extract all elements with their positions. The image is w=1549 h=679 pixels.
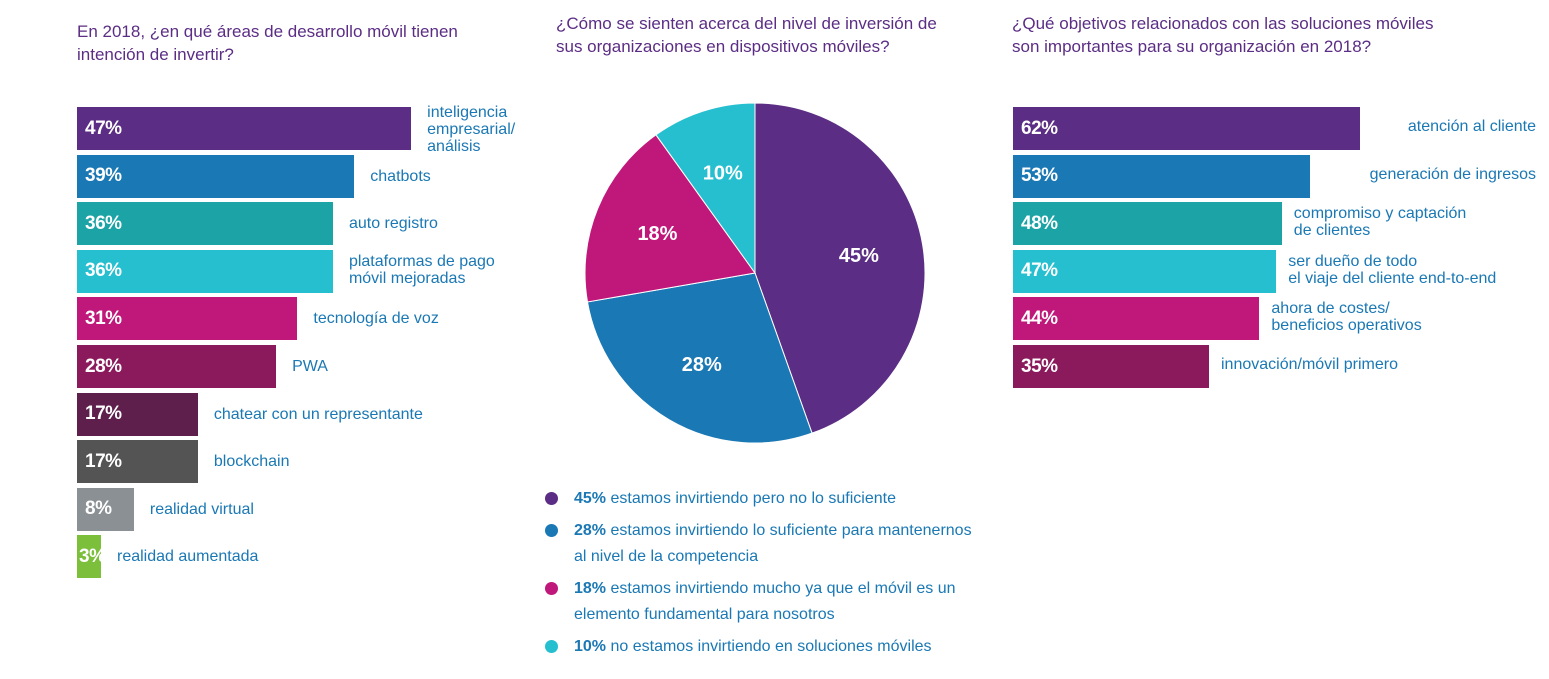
bar-value-label: 47% bbox=[1021, 260, 1058, 282]
left-bar-chart: 47% inteligencia empresarial/ análisis 39%… bbox=[0, 0, 540, 679]
bar: 36% bbox=[77, 249, 333, 293]
bar-value-label: 47% bbox=[85, 117, 122, 139]
bar-value-label: 17% bbox=[85, 450, 122, 472]
bar-category-label: ahora de costes/ beneficios operativos bbox=[1271, 300, 1422, 335]
pie-slice bbox=[586, 272, 813, 444]
bar-value-label: 31% bbox=[85, 307, 122, 329]
bar: 47% bbox=[77, 107, 412, 150]
bar-value-label: 53% bbox=[1021, 165, 1058, 187]
bar: 48% bbox=[1013, 202, 1282, 246]
bar: 47% bbox=[1013, 249, 1277, 293]
bar-category-label: innovación/móvil primero bbox=[1221, 356, 1398, 373]
bar-value-label: 28% bbox=[85, 355, 122, 377]
bar: 17% bbox=[77, 440, 198, 484]
bar: 3% bbox=[77, 535, 106, 579]
left-chart-title: En 2018, ¿en qué áreas de desarrollo móv… bbox=[77, 22, 458, 64]
pie-slice bbox=[655, 102, 756, 275]
legend-percent: 18% bbox=[574, 580, 607, 597]
legend-item: 10% no estamos invirtiendo en soluciones… bbox=[542, 634, 1042, 660]
bar-category-label: realidad virtual bbox=[149, 500, 254, 518]
legend-percent: 45% bbox=[574, 490, 607, 507]
pie-slice-label: 45% bbox=[839, 245, 879, 267]
legend-percent: 10% bbox=[574, 638, 607, 655]
bar-category-label: chatbots bbox=[370, 167, 431, 185]
bar-category-label: ser dueño de todo el viaje del cliente e… bbox=[1288, 252, 1497, 287]
pie-legend: 45% estamos invirtiendo pero no lo sufic… bbox=[542, 486, 1042, 666]
bar-category-label: auto registro bbox=[348, 215, 438, 233]
bar: 31% bbox=[77, 297, 298, 341]
bar-category-label: generación de ingresos bbox=[1369, 165, 1536, 183]
bar-value-label: 48% bbox=[1021, 212, 1058, 234]
legend-item: 18% estamos invirtiendo mucho ya que el … bbox=[542, 576, 1042, 628]
pie-slice-label: 18% bbox=[637, 223, 677, 245]
bar: 17% bbox=[77, 392, 198, 436]
bar-value-label: 8% bbox=[85, 498, 112, 520]
bar-category-label: tecnología de voz bbox=[313, 310, 439, 328]
bar-value-label: 39% bbox=[85, 165, 122, 187]
bar-value-label: 3% bbox=[79, 545, 106, 567]
legend-swatch bbox=[545, 640, 558, 653]
bar: 53% bbox=[1013, 154, 1310, 198]
legend-label: estamos invirtiendo mucho ya que el móvi… bbox=[574, 580, 956, 623]
legend-swatch bbox=[545, 492, 558, 505]
bar-category-label: PWA bbox=[292, 358, 328, 375]
bar-category-label: plataformas de pago móvil mejoradas bbox=[348, 252, 495, 287]
pie-slice bbox=[754, 102, 926, 434]
bar-category-label: inteligencia empresarial/ análisis bbox=[427, 104, 516, 155]
bar-value-label: 35% bbox=[1021, 355, 1058, 377]
legend-percent: 28% bbox=[574, 522, 607, 539]
legend-label: estamos invirtiendo lo suficiente para m… bbox=[574, 522, 972, 565]
right-chart-title: ¿Qué objetivos relacionados con las solu… bbox=[1012, 14, 1434, 56]
bar-value-label: 36% bbox=[85, 212, 122, 234]
bar: 8% bbox=[77, 487, 134, 531]
legend-swatch bbox=[545, 582, 558, 595]
bar-category-label: compromiso y captación de clientes bbox=[1293, 205, 1467, 240]
pie-slice-label: 10% bbox=[703, 163, 743, 185]
pie-slice bbox=[584, 134, 756, 303]
bar: 39% bbox=[77, 154, 355, 198]
bar-value-label: 44% bbox=[1021, 307, 1058, 329]
bar-category-label: atención al cliente bbox=[1407, 118, 1536, 135]
bar-category-label: realidad aumentada bbox=[117, 548, 259, 566]
bar: 44% bbox=[1013, 297, 1260, 341]
bar: 62% bbox=[1013, 107, 1361, 150]
legend-item: 28% estamos invirtiendo lo suficiente pa… bbox=[542, 518, 1042, 570]
legend-label: no estamos invirtiendo en soluciones móv… bbox=[606, 638, 932, 655]
bar-category-label: chatear con un representante bbox=[213, 405, 423, 423]
bar-value-label: 17% bbox=[85, 403, 122, 425]
pie-slice-label: 28% bbox=[682, 354, 722, 376]
bar: 35% bbox=[1013, 345, 1209, 388]
bar-category-label: blockchain bbox=[213, 453, 290, 471]
bar: 36% bbox=[77, 202, 333, 246]
legend-label: estamos invirtiendo pero no lo suficient… bbox=[606, 490, 896, 507]
bar-value-label: 36% bbox=[85, 260, 122, 282]
bar: 28% bbox=[77, 345, 277, 388]
legend-item: 45% estamos invirtiendo pero no lo sufic… bbox=[542, 486, 1042, 512]
legend-swatch bbox=[545, 524, 558, 537]
middle-chart-title: ¿Cómo se sienten acerca del nivel de inv… bbox=[556, 14, 937, 56]
bar-value-label: 62% bbox=[1021, 117, 1058, 139]
